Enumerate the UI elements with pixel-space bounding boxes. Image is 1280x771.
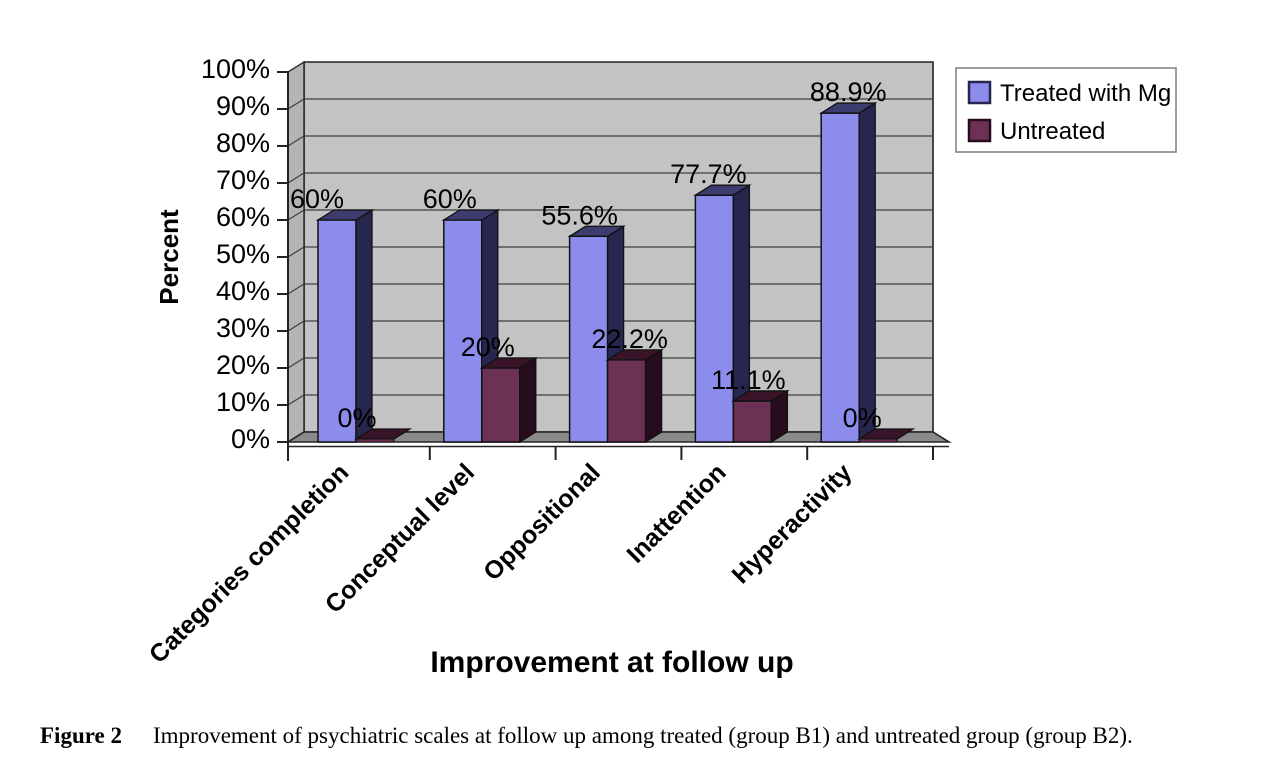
side-gridline-90 (287, 98, 305, 110)
bar-treated-oppositional-top (567, 225, 626, 237)
y-tick-label-0-: 0% (231, 424, 270, 454)
side-gridline-30 (287, 320, 305, 332)
legend-swatch-untreated (967, 118, 992, 143)
y-tick-label-60-: 60% (216, 202, 270, 232)
bar-untreated-inattention (732, 400, 773, 443)
bar-untreated-hyperactivity (858, 438, 898, 443)
side-gridline-80 (287, 135, 305, 147)
figure-caption: Figure 2 Improvement of psychiatric scale… (40, 723, 1260, 749)
bar-label-treated-categories-completion: 60% (290, 184, 344, 214)
bar-untreated-categories-completion (355, 438, 395, 443)
figure-caption-text: Improvement of psychiatric scales at fol… (152, 723, 1133, 748)
figure-caption-label: Figure 2 (40, 723, 122, 748)
bar-treated-oppositional (568, 235, 609, 443)
bar-treated-conceptual-level (443, 219, 483, 443)
bar-untreated-conceptual-level-side (519, 356, 537, 444)
side-gridline-50 (287, 246, 305, 258)
category-label-categories-completion: Categories completion (144, 458, 354, 668)
legend-box (955, 67, 1177, 153)
y-tick-label-20-: 20% (216, 350, 270, 380)
bar-treated-hyperactivity-side (858, 101, 876, 444)
y-tick-label-80-: 80% (216, 128, 270, 158)
bar-treated-hyperactivity-top (818, 102, 878, 114)
side-gridline-60 (287, 209, 305, 221)
bar-treated-categories-completion-top (315, 209, 375, 221)
y-tick-label-100-: 100% (201, 54, 270, 84)
bar-label-untreated-oppositional: 22.2% (591, 324, 668, 354)
bar-label-untreated-inattention: 11.1% (711, 365, 786, 395)
bar-label-treated-inattention: 77.7% (670, 159, 747, 189)
bar-untreated-conceptual-level (481, 367, 521, 443)
category-label-hyperactivity: Hyperactivity (727, 458, 858, 589)
y-tick-label-90-: 90% (216, 91, 270, 121)
legend-label-untreated: Untreated (1000, 118, 1105, 145)
y-tick-label-50-: 50% (216, 239, 270, 269)
x-axis-title: Improvement at follow up (430, 646, 793, 679)
bar-label-untreated-conceptual-level: 20% (461, 332, 515, 362)
legend: Treated with Mg Untreated (955, 67, 1177, 153)
bar-untreated-oppositional-top (605, 349, 664, 361)
legend-swatch-treated-with-mg (967, 80, 992, 105)
bar-treated-hyperactivity (820, 112, 860, 443)
category-label-inattention: Inattention (621, 458, 731, 568)
bar-treated-categories-completion (317, 219, 357, 443)
bar-untreated-oppositional-side (644, 348, 663, 444)
side-gridline-20 (287, 357, 305, 369)
y-axis-title: Percent (154, 209, 184, 305)
bar-label-untreated-categories-completion: 0% (337, 403, 376, 433)
bar-treated-inattention-top (693, 184, 752, 196)
side-gridline-40 (287, 283, 305, 295)
bar-untreated-conceptual-level-top (479, 357, 539, 369)
bar-label-treated-oppositional: 55.6% (541, 200, 618, 230)
legend-label-treated-with-mg: Treated with Mg (1000, 80, 1171, 107)
side-gridline-70 (287, 172, 305, 184)
bar-untreated-inattention-top (731, 390, 790, 402)
bar-chart-3d: 0% 10% 20% 30% 40% 50% 60% 70% 80% 90% 100% 60% 0% Ca… (144, 54, 1177, 679)
bar-label-untreated-hyperactivity: 0% (843, 403, 882, 433)
category-label-oppositional: Oppositional (478, 458, 606, 586)
bar-label-treated-conceptual-level: 60% (423, 184, 477, 214)
side-gridline-100 (287, 61, 305, 73)
bar-label-treated-hyperactivity: 88.9% (810, 77, 887, 107)
bar-treated-inattention (694, 194, 735, 443)
side-gridline-10 (287, 394, 305, 406)
y-tick-label-30-: 30% (216, 313, 270, 343)
y-tick-label-70-: 70% (216, 165, 270, 195)
bar-treated-conceptual-level-top (441, 209, 501, 221)
y-tick-label-10-: 10% (216, 387, 270, 417)
bar-untreated-oppositional (606, 359, 647, 443)
y-tick-label-40-: 40% (216, 276, 270, 306)
